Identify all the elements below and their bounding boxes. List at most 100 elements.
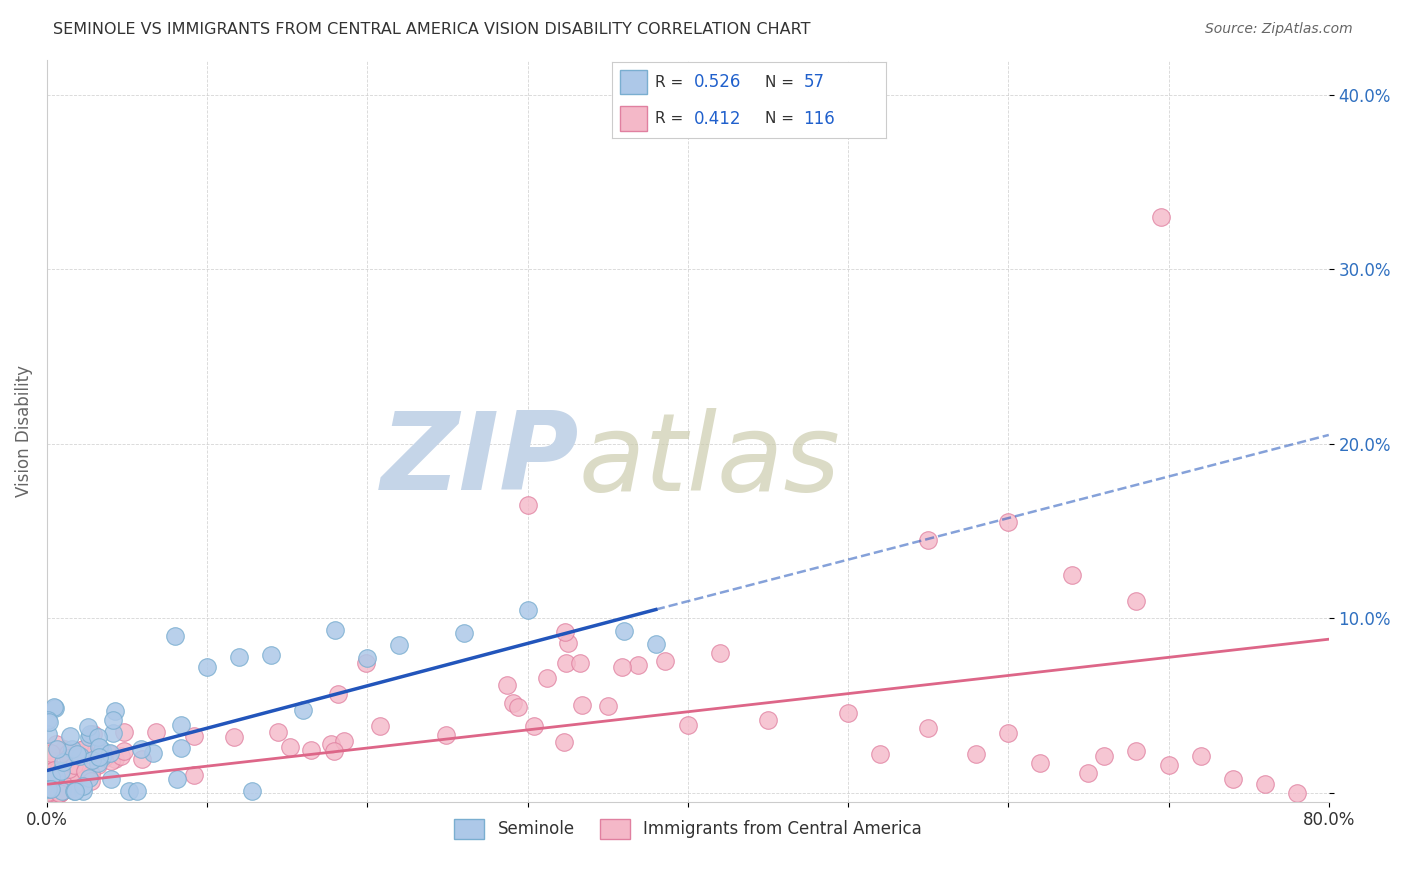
- Point: [37, 770, 59, 784]
- Point: [997, 515, 1019, 529]
- Point: [37, 752, 59, 766]
- Text: 0.412: 0.412: [695, 110, 741, 128]
- Point: [571, 698, 593, 712]
- Point: [87, 756, 110, 770]
- Point: [292, 703, 315, 717]
- Point: [1222, 772, 1244, 786]
- Point: [51, 778, 73, 792]
- Point: [52, 777, 75, 791]
- Point: [110, 749, 132, 764]
- Point: [613, 624, 636, 638]
- Point: [224, 730, 246, 744]
- Point: [1125, 594, 1147, 608]
- Point: [104, 752, 127, 766]
- Point: [49, 764, 72, 778]
- Point: [260, 648, 283, 663]
- Point: [267, 725, 290, 739]
- Point: [46, 778, 69, 792]
- Text: N =: N =: [765, 75, 799, 90]
- Point: [554, 625, 576, 640]
- Point: [38, 782, 60, 797]
- Point: [87, 758, 110, 772]
- Point: [508, 699, 530, 714]
- Point: [45, 769, 67, 783]
- Point: [131, 752, 153, 766]
- Text: R =: R =: [655, 75, 689, 90]
- Point: [52, 765, 75, 780]
- Point: [63, 784, 86, 798]
- Point: [1189, 749, 1212, 764]
- Point: [354, 656, 377, 670]
- Point: [73, 764, 96, 778]
- Point: [48, 786, 70, 800]
- Point: [58, 782, 80, 797]
- Point: [86, 730, 108, 744]
- Text: Source: ZipAtlas.com: Source: ZipAtlas.com: [1205, 22, 1353, 37]
- Point: [388, 638, 411, 652]
- Point: [41, 769, 63, 783]
- Point: [127, 784, 149, 798]
- Point: [60, 741, 83, 756]
- Point: [557, 636, 579, 650]
- Point: [79, 771, 101, 785]
- Point: [1062, 567, 1084, 582]
- Point: [41, 770, 63, 784]
- Point: [93, 751, 115, 765]
- Point: [997, 726, 1019, 740]
- Point: [323, 744, 346, 758]
- Point: [37, 786, 59, 800]
- Point: [612, 660, 634, 674]
- Point: [44, 777, 66, 791]
- Point: [60, 751, 83, 765]
- Y-axis label: Vision Disability: Vision Disability: [15, 365, 32, 497]
- Point: [100, 754, 122, 768]
- Point: [56, 746, 79, 760]
- Point: [53, 772, 76, 786]
- Text: 0.526: 0.526: [695, 73, 741, 91]
- Point: [869, 747, 891, 761]
- Point: [516, 602, 538, 616]
- Point: [39, 780, 62, 794]
- Text: 116: 116: [804, 110, 835, 128]
- Point: [44, 763, 66, 777]
- Point: [73, 741, 96, 756]
- Point: [67, 759, 90, 773]
- Point: [103, 713, 125, 727]
- Point: [1029, 756, 1052, 770]
- Point: [66, 746, 89, 760]
- Point: [100, 772, 122, 786]
- Point: [37, 782, 59, 797]
- Point: [65, 768, 87, 782]
- Point: [169, 718, 191, 732]
- Point: [72, 784, 94, 798]
- Text: ZIP: ZIP: [381, 408, 579, 513]
- Point: [142, 746, 165, 760]
- Point: [103, 725, 125, 739]
- Point: [91, 750, 114, 764]
- Point: [48, 786, 70, 800]
- Point: [319, 737, 342, 751]
- Point: [89, 740, 111, 755]
- Point: [37, 785, 59, 799]
- Point: [104, 704, 127, 718]
- Point: [72, 741, 94, 756]
- Point: [553, 735, 575, 749]
- Point: [44, 701, 66, 715]
- Point: [654, 654, 676, 668]
- Point: [59, 729, 82, 743]
- Point: [51, 784, 73, 798]
- Point: [45, 742, 67, 756]
- Text: R =: R =: [655, 111, 689, 126]
- Point: [596, 699, 619, 714]
- Point: [56, 751, 79, 765]
- Point: [62, 758, 84, 772]
- Point: [569, 656, 592, 670]
- Point: [59, 775, 82, 789]
- Legend: Seminole, Immigrants from Central America: Seminole, Immigrants from Central Americ…: [447, 813, 928, 846]
- Point: [626, 657, 648, 672]
- Point: [44, 700, 66, 714]
- Point: [1149, 210, 1171, 224]
- Point: [91, 743, 114, 757]
- Point: [129, 742, 152, 756]
- Point: [240, 784, 263, 798]
